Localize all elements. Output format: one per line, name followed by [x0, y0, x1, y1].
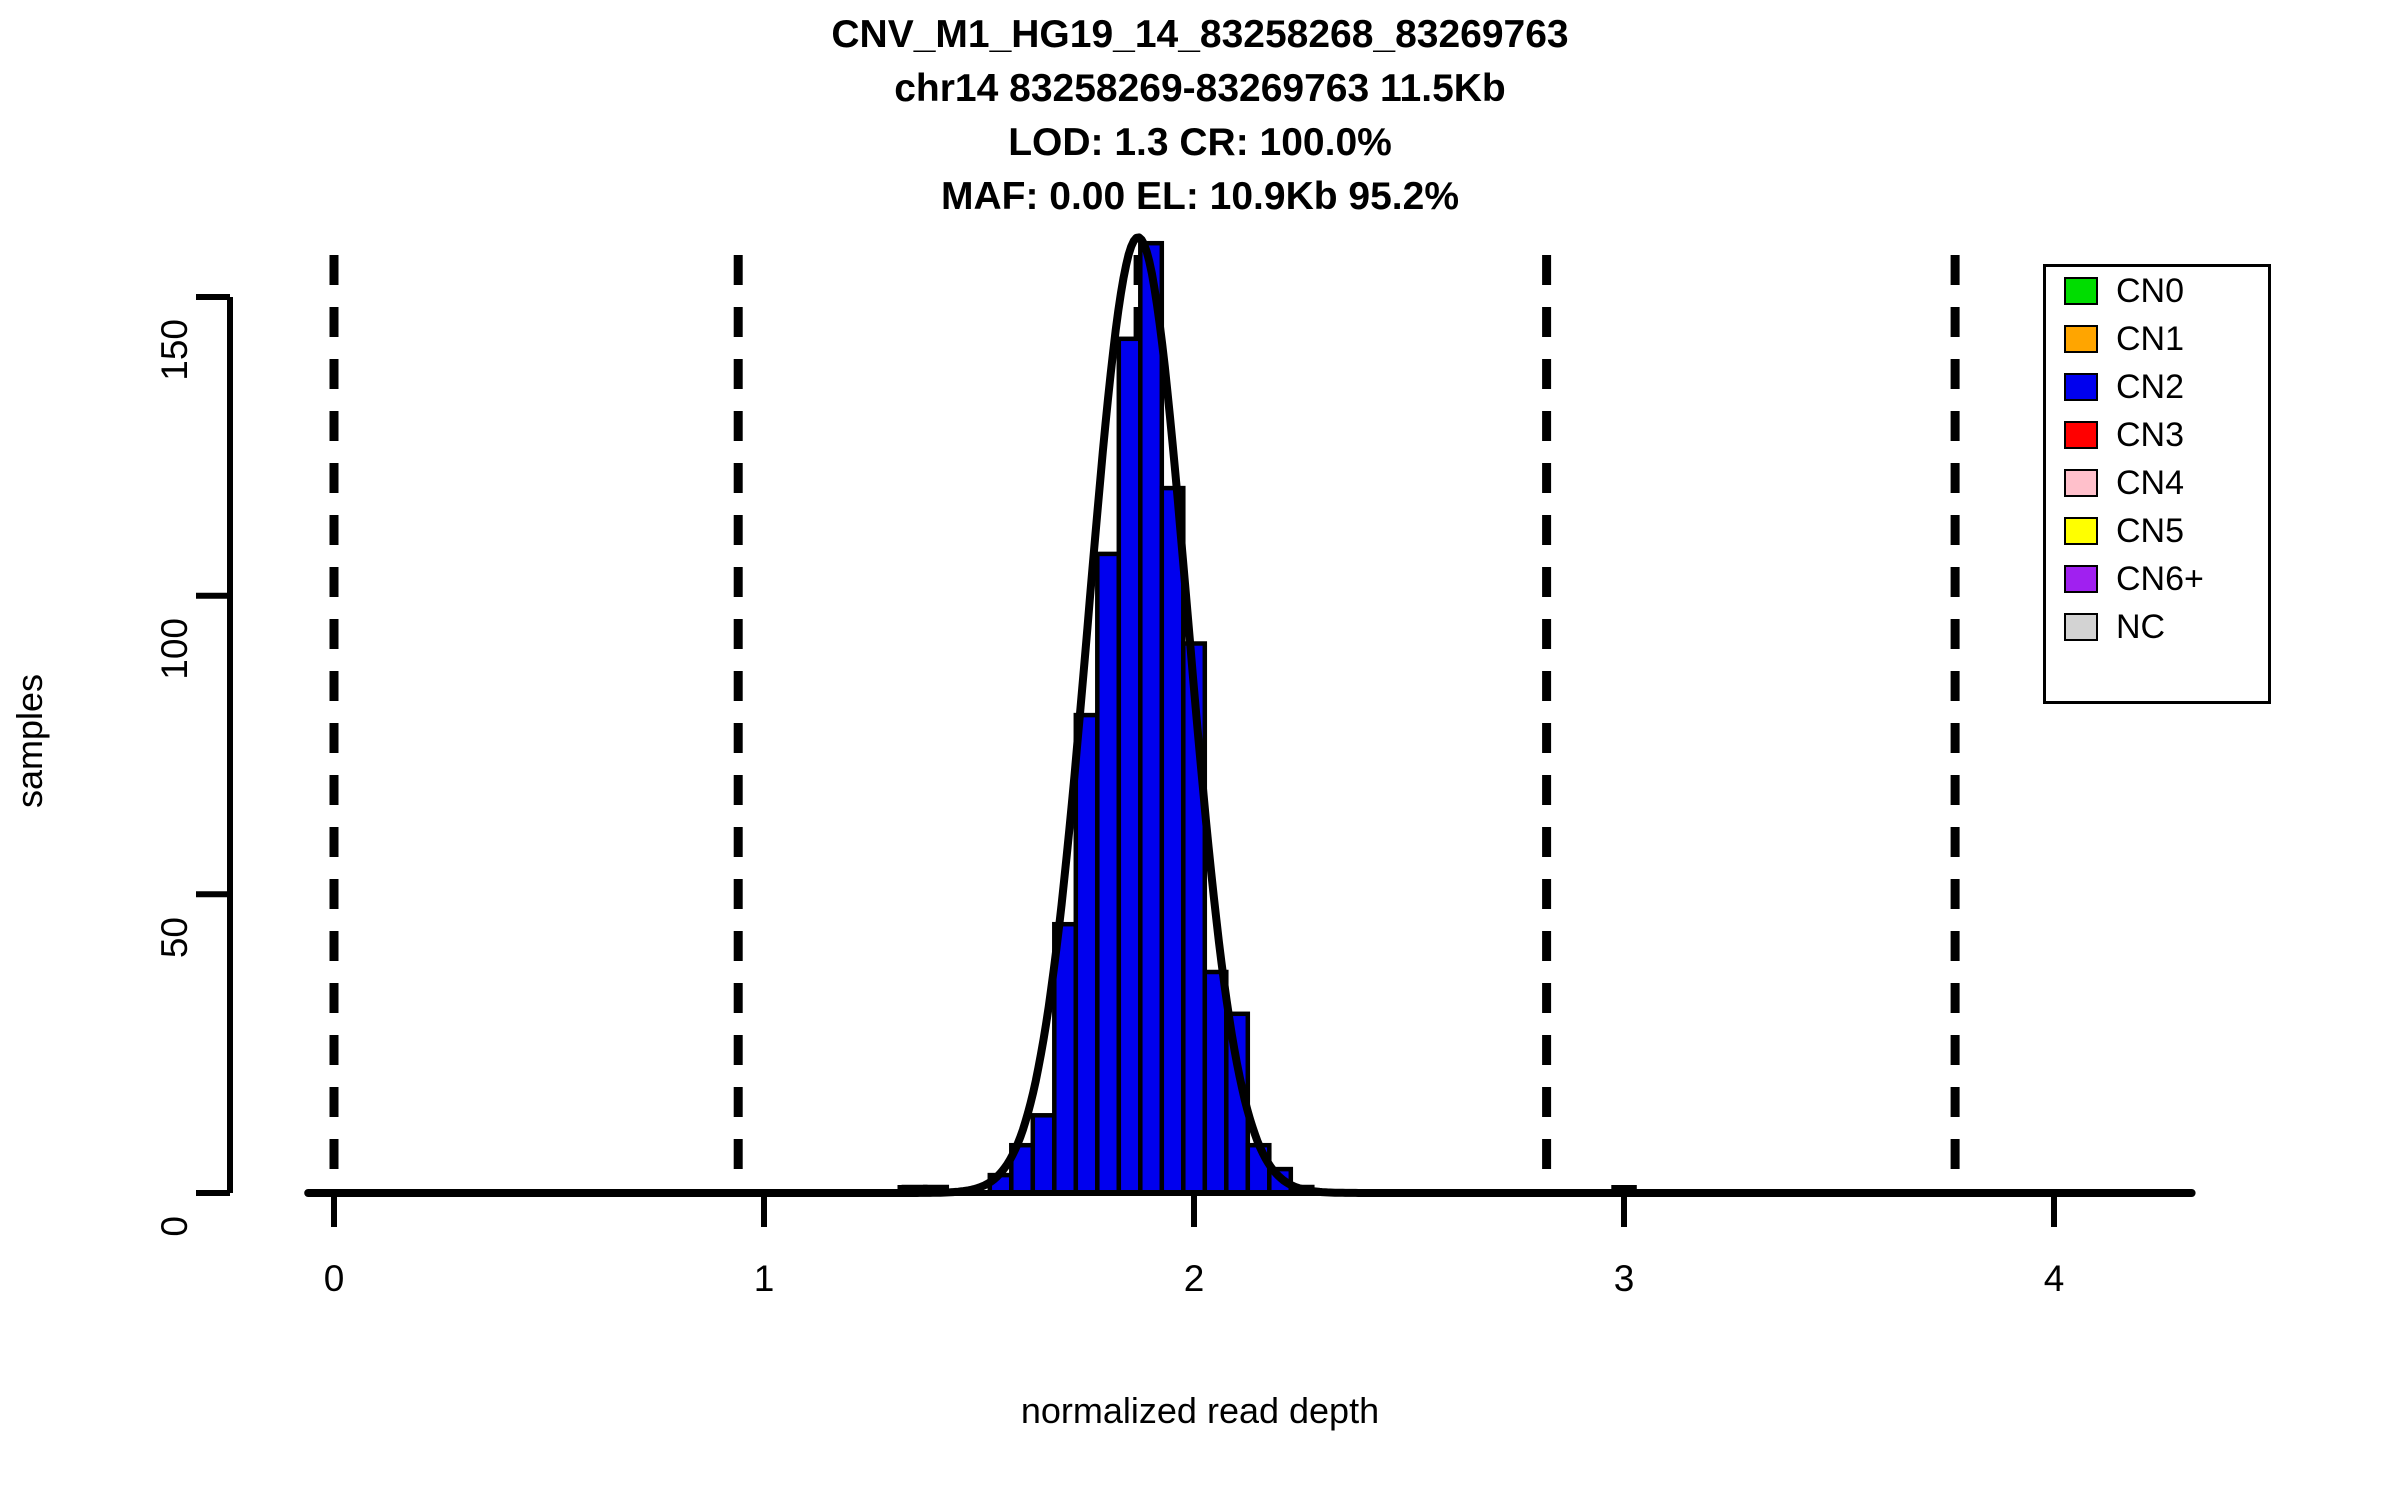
chart-title-block: CNV_M1_HG19_14_83258268_83269763 chr14 8… [0, 8, 2400, 224]
legend: CN0 CN1 CN2 CN3 CN4 CN5 CN6+ NC [2043, 264, 2271, 704]
ytick-label-100: 100 [154, 618, 195, 680]
legend-swatch-cn0 [2064, 277, 2098, 305]
legend-label-cn3: CN3 [2116, 416, 2185, 454]
y-axis-label: samples [9, 673, 50, 809]
legend-item-cn1: CN1 [2046, 315, 2268, 363]
xtick-label-2: 2 [1183, 1258, 1205, 1299]
legend-label-cn2: CN2 [2116, 368, 2185, 406]
title-line-3: LOD: 1.3 CR: 100.0% [1008, 121, 1392, 164]
legend-item-cn2: CN2 [2046, 363, 2268, 411]
legend-label-cn0: CN0 [2116, 272, 2185, 310]
legend-swatch-nc [2064, 613, 2098, 641]
histogram-bar [1030, 1113, 1057, 1196]
x-axis-label: normalized read depth [1020, 1390, 1380, 1431]
legend-item-cn3: CN3 [2046, 411, 2268, 459]
legend-item-cn6plus: CN6+ [2046, 555, 2268, 603]
legend-item-cn0: CN0 [2046, 267, 2268, 315]
xtick-label-4: 4 [2043, 1258, 2065, 1299]
histogram-bar [1095, 551, 1122, 1196]
legend-label-nc: NC [2116, 608, 2166, 646]
histogram-bar [1202, 969, 1229, 1196]
legend-item-nc: NC [2046, 603, 2268, 651]
legend-item-cn4: CN4 [2046, 459, 2268, 507]
legend-label-cn1: CN1 [2116, 320, 2185, 358]
histogram-bar [1138, 240, 1165, 1196]
ytick-label-50: 50 [154, 917, 195, 959]
legend-swatch-cn4 [2064, 469, 2098, 497]
histogram-bar [1073, 712, 1100, 1196]
xtick-label-3: 3 [1613, 1258, 1635, 1299]
histogram-bar [1159, 485, 1186, 1196]
xtick-label-0: 0 [323, 1258, 345, 1299]
title-line-4: MAF: 0.00 EL: 10.9Kb 95.2% [940, 175, 1459, 218]
ytick-label-0: 0 [154, 1216, 195, 1237]
legend-swatch-cn5 [2064, 517, 2098, 545]
xtick-label-1: 1 [753, 1258, 775, 1299]
histogram-bar [1116, 336, 1143, 1196]
legend-swatch-cn6plus [2064, 565, 2098, 593]
legend-swatch-cn3 [2064, 421, 2098, 449]
title-line-1: CNV_M1_HG19_14_83258268_83269763 [831, 13, 1569, 56]
legend-swatch-cn1 [2064, 325, 2098, 353]
legend-swatch-cn2 [2064, 373, 2098, 401]
legend-label-cn5: CN5 [2116, 512, 2185, 550]
legend-label-cn4: CN4 [2116, 464, 2185, 502]
ytick-label-150: 150 [154, 319, 195, 381]
title-line-2: chr14 83258269-83269763 11.5Kb [894, 67, 1506, 110]
legend-item-cn5: CN5 [2046, 507, 2268, 555]
legend-label-cn6plus: CN6+ [2116, 560, 2204, 598]
